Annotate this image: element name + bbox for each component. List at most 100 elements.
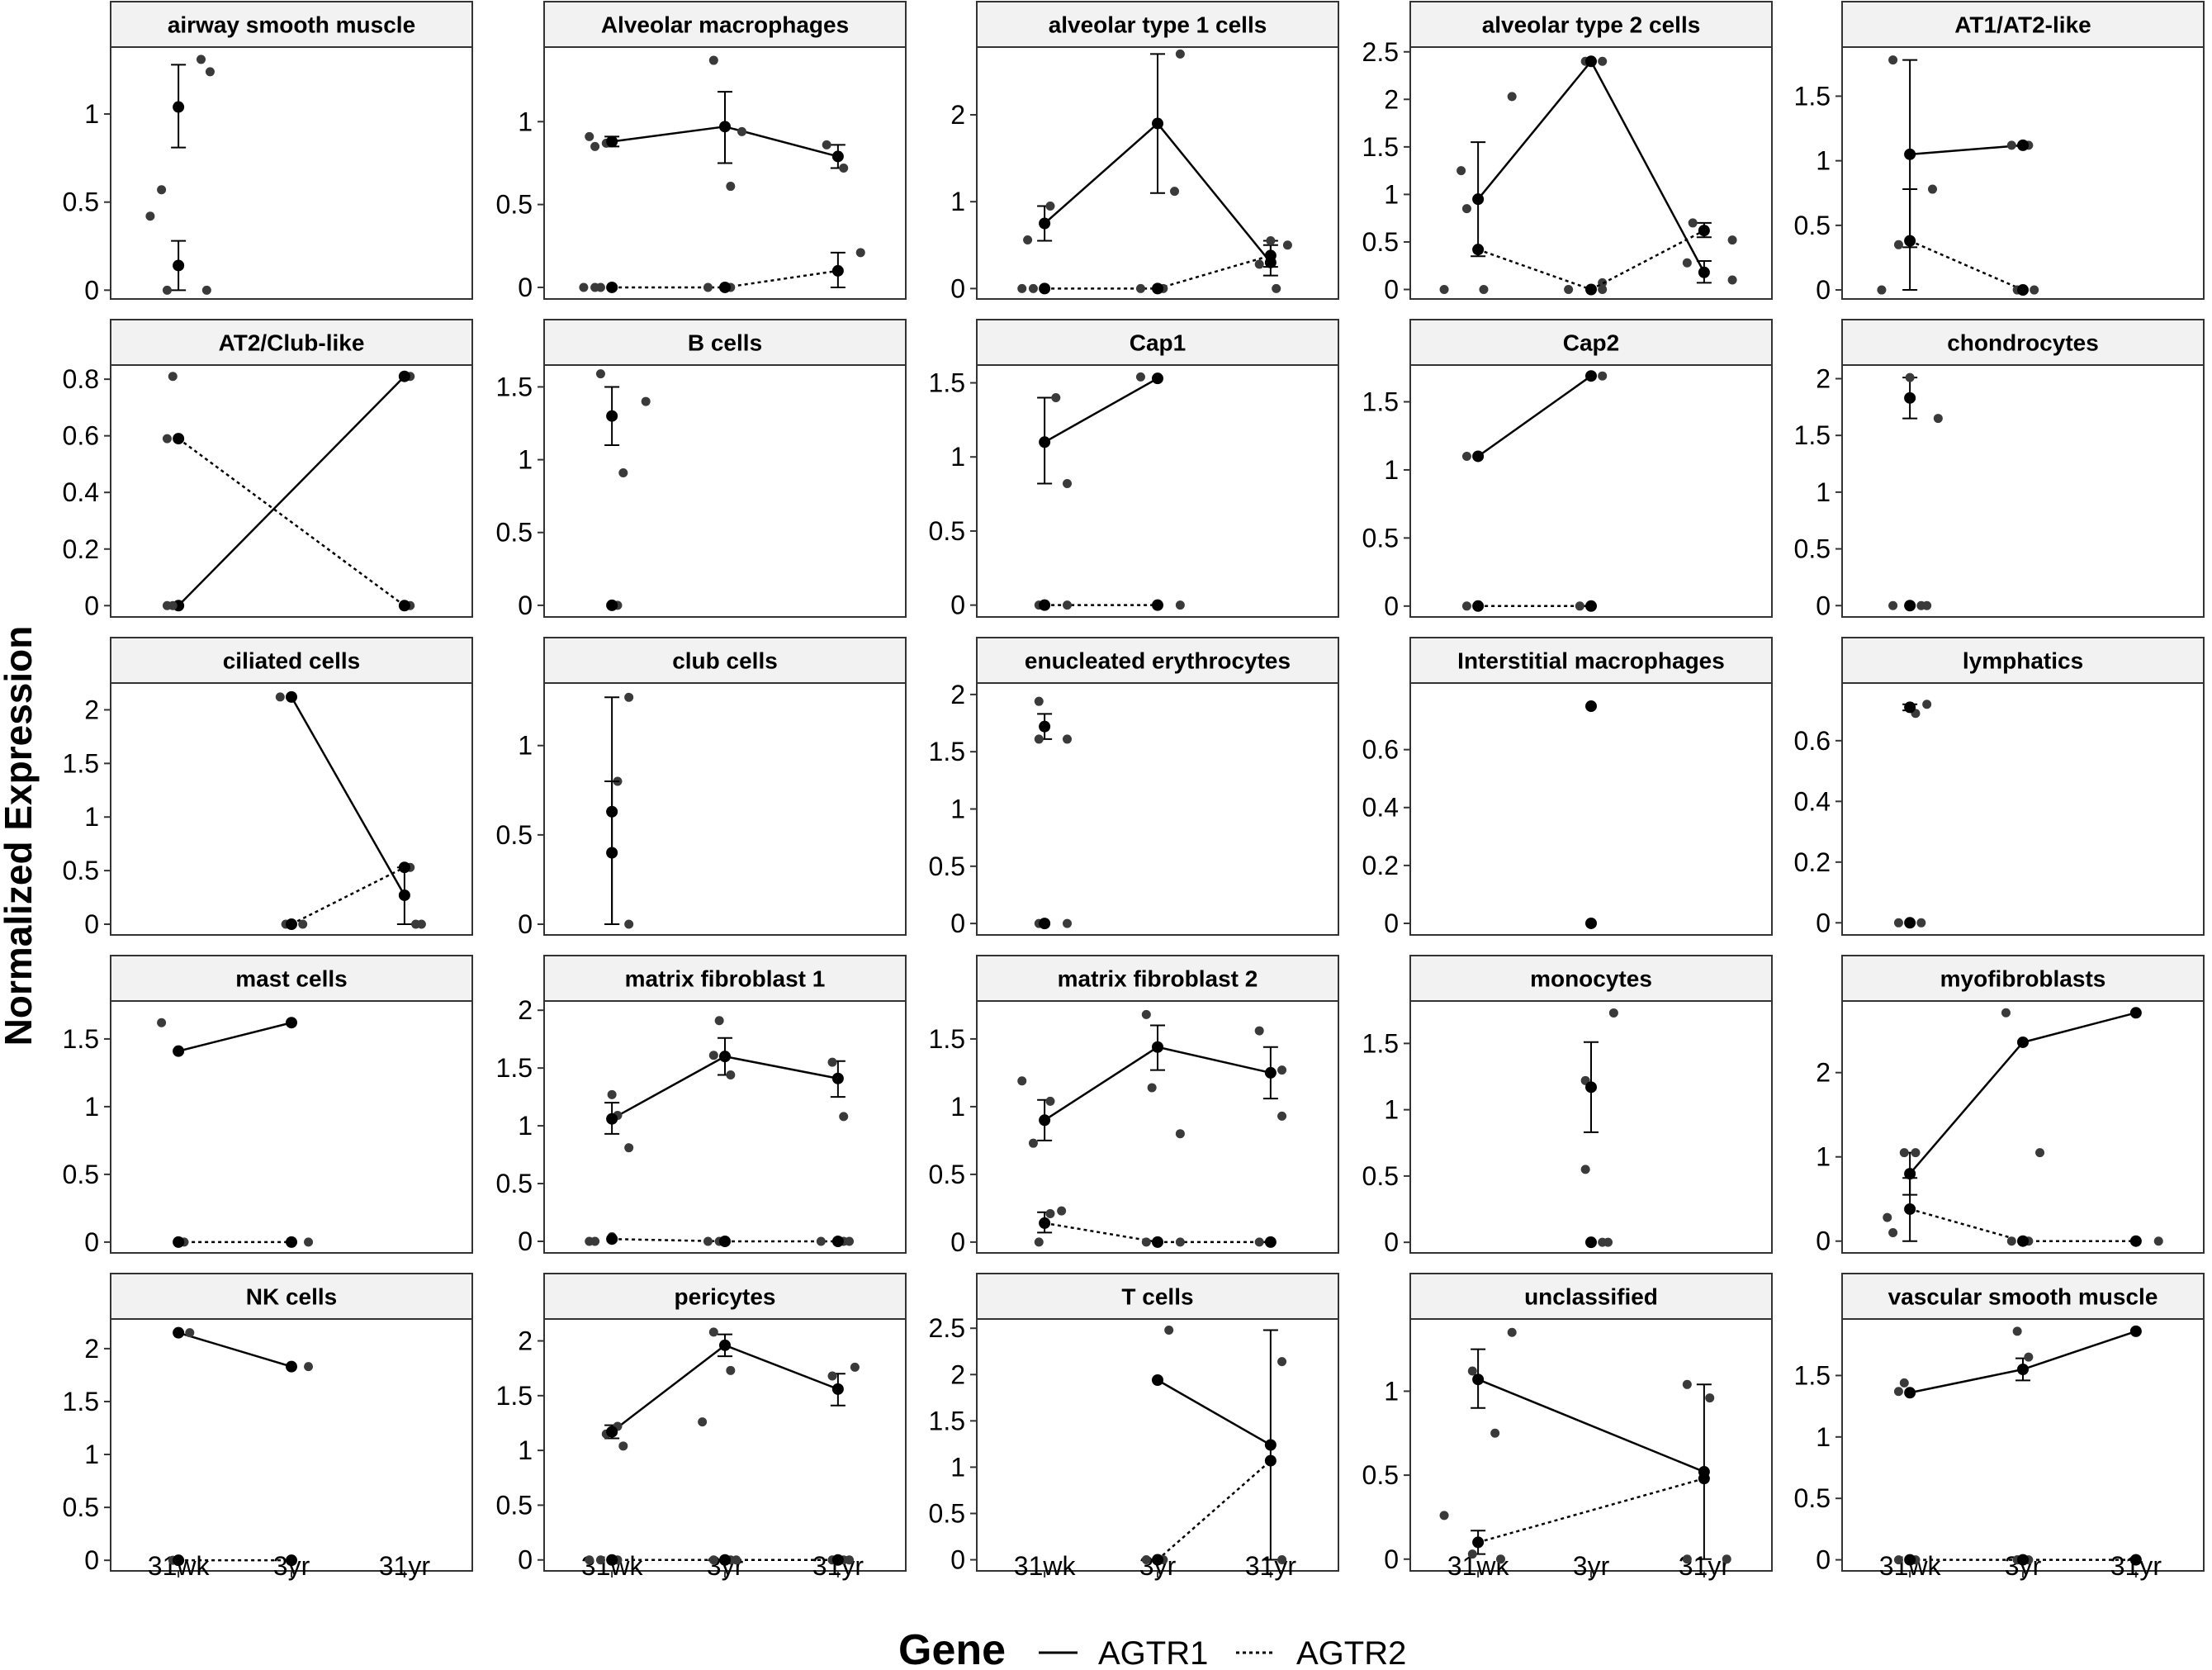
- sample-point: [1141, 1009, 1151, 1019]
- mean-point: [831, 1236, 844, 1248]
- sample-point: [1254, 259, 1264, 269]
- mean-point: [719, 281, 731, 293]
- sample-point: [1467, 1366, 1477, 1376]
- y-tick-label: 0.4: [63, 477, 99, 507]
- mean-point: [1585, 1081, 1597, 1094]
- series-agtr2: [281, 861, 426, 931]
- sample-point: [2006, 140, 2016, 150]
- sample-point: [1063, 600, 1072, 610]
- series-line: [2022, 1330, 2137, 1371]
- y-tick-label: 1: [84, 1440, 99, 1469]
- y-tick-label: 0: [84, 591, 99, 620]
- mean-point: [398, 889, 410, 901]
- sample-point: [1575, 601, 1584, 611]
- sample-point: [1439, 284, 1449, 294]
- series-agtr1: [157, 55, 215, 195]
- sample-point: [1028, 1138, 1038, 1148]
- mean-point: [1264, 1454, 1277, 1467]
- sample-point: [162, 434, 172, 444]
- y-tick-label: 1: [84, 1092, 99, 1122]
- series-agtr2: [1034, 918, 1072, 930]
- sample-point: [1045, 201, 1055, 211]
- mean-point: [1904, 1387, 1916, 1399]
- y-tick-label: 1.5: [929, 368, 965, 398]
- sample-point: [1164, 1325, 1174, 1335]
- mean-point: [173, 1236, 185, 1248]
- mean-point: [2017, 1036, 2029, 1048]
- series-agtr1: [1461, 370, 1608, 463]
- y-tick-label: 0.5: [929, 852, 965, 881]
- mean-point: [719, 1554, 731, 1566]
- panel-title: AT1/AT2-like: [1954, 12, 2091, 38]
- series-line: [611, 126, 726, 143]
- panel-frame: [110, 682, 473, 936]
- sample-point: [1507, 1327, 1517, 1337]
- mean-point: [398, 600, 410, 612]
- sample-point: [1461, 601, 1471, 611]
- legend-label-agtr2: AGTR2: [1296, 1635, 1406, 1670]
- sample-point: [1922, 600, 1932, 610]
- sample-point: [416, 919, 426, 929]
- series-line: [1477, 1378, 1705, 1473]
- sample-point: [708, 1051, 718, 1060]
- sample-point: [641, 396, 651, 406]
- series-line: [290, 696, 405, 896]
- panel-frame: [1409, 1318, 1773, 1572]
- panel-title: ciliated cells: [223, 648, 361, 674]
- mean-point: [1904, 235, 1916, 247]
- sample-point: [1045, 1208, 1055, 1218]
- mean-point: [286, 918, 297, 931]
- series-agtr1: [1152, 1325, 1287, 1561]
- mean-point: [606, 599, 618, 611]
- mean-point: [173, 101, 185, 113]
- panel-cap1: Cap1 0 0.5 1 1.5: [929, 319, 1339, 620]
- mean-point: [719, 121, 731, 133]
- panel-cap2: Cap2 0 0.5 1 1.5: [1362, 319, 1773, 621]
- mean-point: [1152, 1374, 1163, 1387]
- series-agtr2: [1439, 218, 1737, 296]
- sample-point: [595, 282, 605, 292]
- y-tick-label: 0.5: [1362, 1161, 1399, 1191]
- panel-interstitial-macrophages: Interstitial macrophages 0 0.2 0.4 0.6: [1362, 637, 1773, 938]
- sample-point: [1479, 284, 1489, 294]
- y-tick-label: 0.5: [929, 516, 965, 546]
- mean-point: [1152, 1236, 1163, 1248]
- sample-point: [1439, 1511, 1449, 1521]
- series-line: [178, 1331, 292, 1368]
- panel-frame: [976, 682, 1339, 936]
- sample-point: [827, 1057, 837, 1067]
- sample-point: [1461, 204, 1471, 214]
- y-tick-label: 0: [1816, 1545, 1831, 1575]
- panel-strip: [1841, 1273, 2205, 1320]
- y-tick-label: 2: [518, 1326, 533, 1356]
- sample-point: [1277, 1555, 1287, 1565]
- sample-point: [839, 163, 849, 173]
- sample-point: [845, 1555, 855, 1565]
- mean-point: [719, 1339, 731, 1351]
- panel-strip: [543, 1, 907, 48]
- y-tick-label: 0: [1816, 591, 1831, 620]
- mean-point: [1698, 266, 1710, 278]
- sample-point: [1928, 184, 1937, 194]
- sample-point: [1888, 55, 1898, 65]
- y-tick-label: 0.5: [929, 1160, 965, 1189]
- y-tick-label: 0: [84, 1545, 99, 1575]
- y-tick-label: 0.5: [1794, 211, 1831, 240]
- sample-point: [1916, 918, 1926, 928]
- series-line: [178, 438, 405, 607]
- sample-point: [1893, 1555, 1903, 1565]
- mean-point: [1152, 599, 1163, 611]
- y-tick-label: 0: [950, 1545, 965, 1575]
- sample-point: [1933, 414, 1943, 424]
- series-line: [611, 1344, 726, 1433]
- panel-title: matrix fibroblast 1: [625, 966, 826, 992]
- series-agtr2: [1883, 1177, 2163, 1247]
- panel-strip: [1841, 955, 2205, 1002]
- series-line: [1477, 375, 1592, 458]
- sample-point: [1063, 734, 1072, 744]
- mean-point: [286, 1236, 297, 1248]
- mean-point: [2017, 1364, 2029, 1375]
- series-agtr1: [1457, 55, 1737, 287]
- panel-frame: [543, 1000, 907, 1254]
